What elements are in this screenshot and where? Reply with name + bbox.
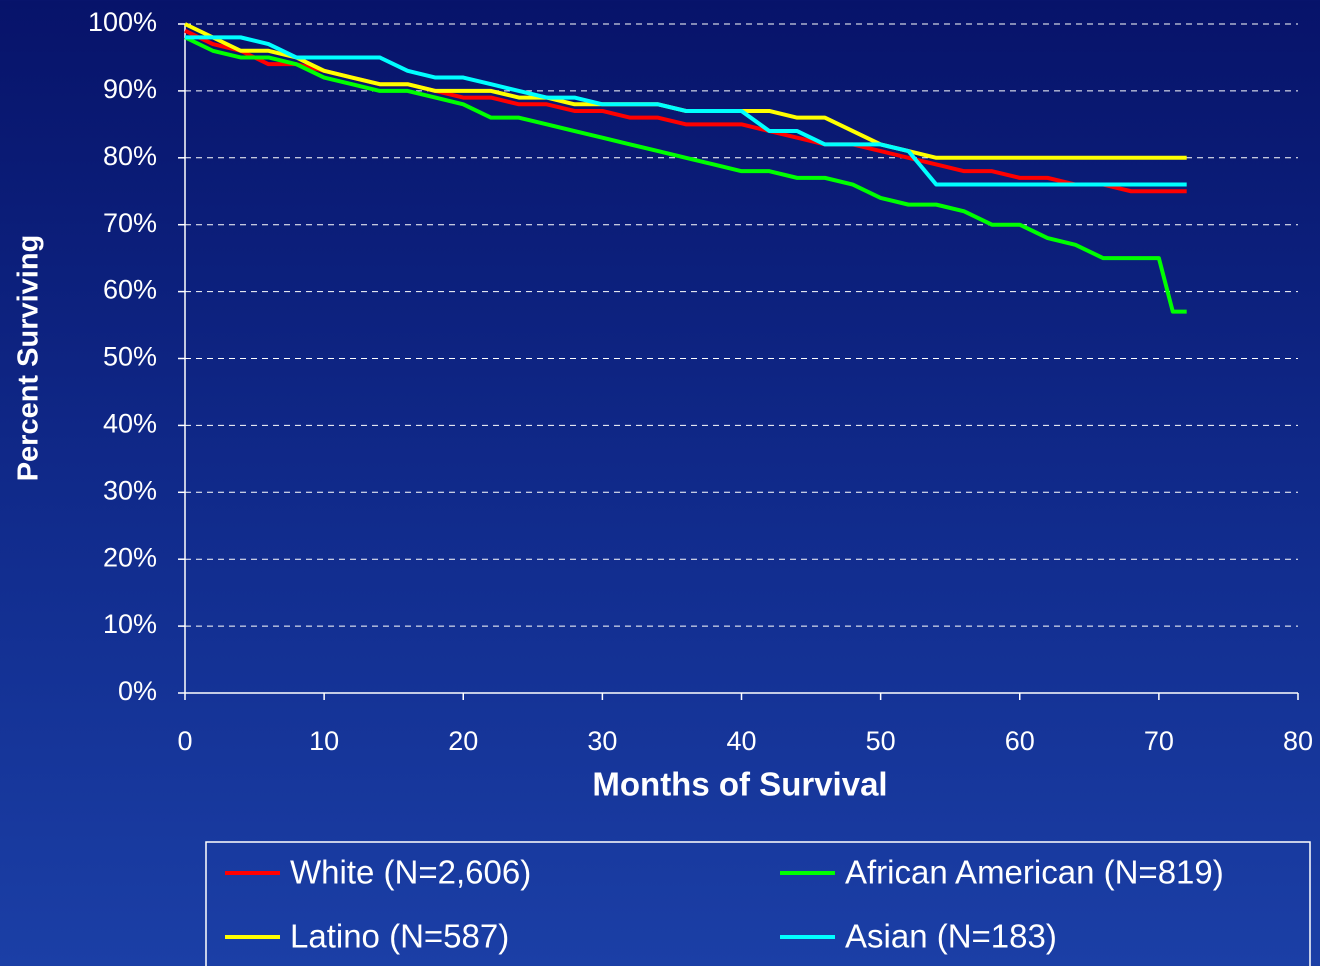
y-axis-title: Percent Surviving xyxy=(13,235,45,482)
x-tick-label: 0 xyxy=(177,726,192,756)
legend-label: White (N=2,606) xyxy=(290,854,531,891)
x-tick-label: 70 xyxy=(1144,726,1174,756)
legend-label: Asian (N=183) xyxy=(845,918,1057,955)
y-tick-label: 90% xyxy=(103,74,157,104)
x-tick-label: 30 xyxy=(587,726,617,756)
x-tick-label: 10 xyxy=(309,726,339,756)
y-tick-label: 70% xyxy=(103,208,157,238)
y-tick-label: 40% xyxy=(103,409,157,439)
y-tick-label: 60% xyxy=(103,275,157,305)
y-tick-label: 80% xyxy=(103,141,157,171)
x-tick-label: 40 xyxy=(726,726,756,756)
series-line xyxy=(184,35,1187,314)
y-tick-label: 30% xyxy=(103,475,157,505)
legend-label: Latino (N=587) xyxy=(290,918,509,955)
x-tick-label: 20 xyxy=(448,726,478,756)
x-tick-label: 50 xyxy=(866,726,896,756)
x-tick-label: 80 xyxy=(1283,726,1313,756)
y-tick-label: 20% xyxy=(103,542,157,572)
series-line xyxy=(185,35,1187,187)
legend-label: African American (N=819) xyxy=(845,854,1224,891)
y-tick-label: 50% xyxy=(103,342,157,372)
legend-box xyxy=(205,841,1311,966)
y-tick-label: 100% xyxy=(88,7,157,37)
x-tick-label: 60 xyxy=(1005,726,1035,756)
y-tick-label: 0% xyxy=(118,676,157,706)
y-tick-label: 10% xyxy=(103,609,157,639)
x-axis-title: Months of Survival xyxy=(592,766,887,803)
